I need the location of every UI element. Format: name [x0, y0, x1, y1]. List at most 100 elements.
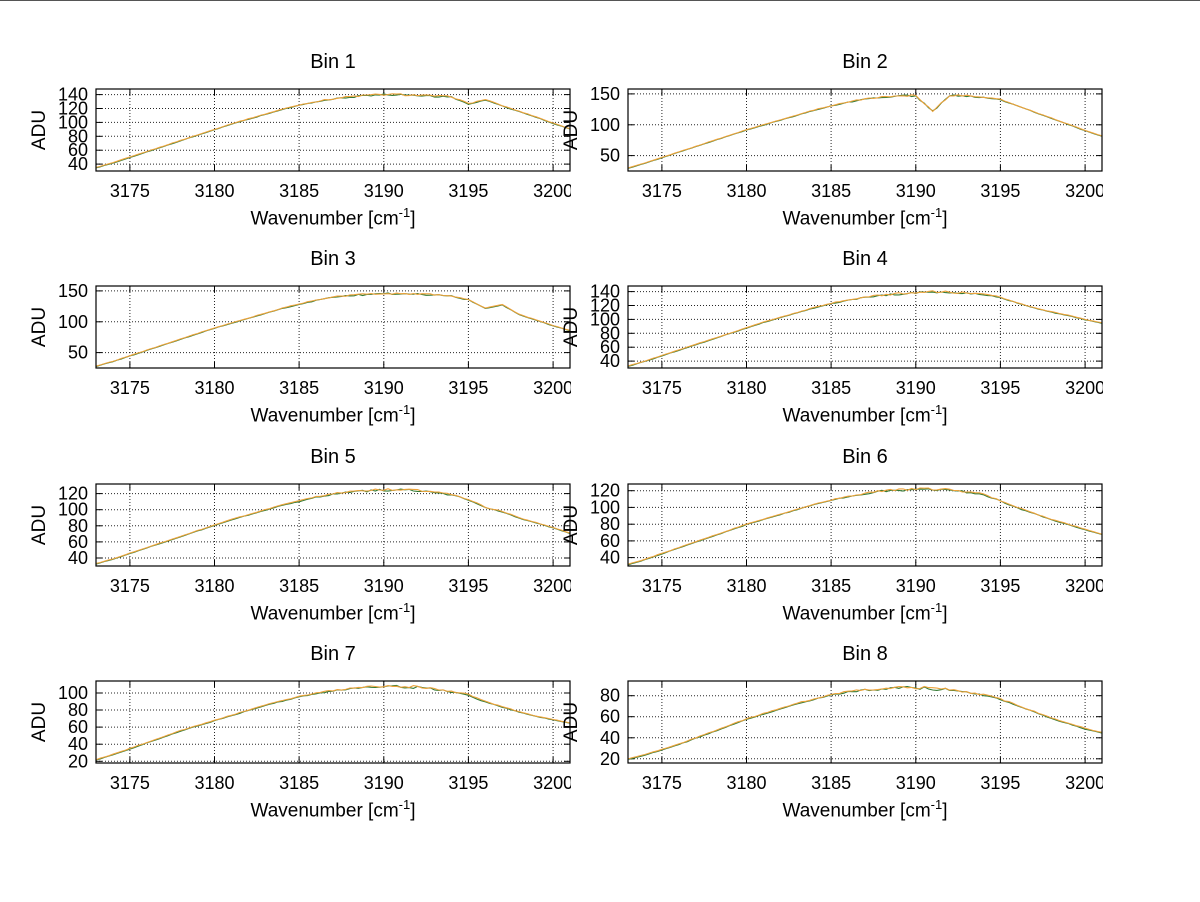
xlabel-text: Wavenumber [cm: [782, 405, 931, 427]
xlabel-suffix: ]: [942, 208, 948, 230]
svg-text:3195: 3195: [448, 773, 488, 793]
chart-title: Bin 4: [842, 248, 888, 270]
svg-text:3185: 3185: [279, 378, 319, 398]
svg-text:3180: 3180: [194, 181, 234, 201]
svg-text:3180: 3180: [194, 576, 234, 596]
svg-text:140: 140: [58, 85, 88, 105]
plot-canvas: 3175 3180 3185 3190 3195 3200 50 100 150: [590, 84, 1103, 201]
svg-text:100: 100: [590, 309, 620, 329]
svg-text:3190: 3190: [364, 773, 404, 793]
xlabel-suffix: ]: [942, 800, 948, 822]
xlabel-superscript: -1: [930, 402, 943, 417]
y-axis-label: ADU: [561, 109, 582, 151]
svg-text:100: 100: [58, 683, 88, 703]
svg-text:3175: 3175: [642, 773, 682, 793]
x-axis-label: Wavenumber [cm-1]: [96, 797, 570, 822]
svg-text:60: 60: [600, 337, 620, 357]
svg-text:3180: 3180: [726, 576, 766, 596]
y-axis-label: ADU: [561, 701, 582, 743]
xlabel-suffix: ]: [410, 208, 416, 230]
svg-text:3185: 3185: [279, 576, 319, 596]
svg-text:3190: 3190: [896, 576, 936, 596]
svg-text:3195: 3195: [980, 181, 1020, 201]
svg-text:3180: 3180: [194, 773, 234, 793]
xlabel-superscript: -1: [398, 600, 411, 615]
svg-text:40: 40: [68, 548, 88, 568]
chart-title: Bin 6: [842, 446, 888, 468]
svg-text:3180: 3180: [726, 181, 766, 201]
svg-text:60: 60: [68, 717, 88, 737]
chart-title: Bin 2: [842, 51, 888, 73]
svg-text:3195: 3195: [980, 576, 1020, 596]
plot-canvas: 3175 3180 3185 3190 3195 3200 50 100 150: [58, 281, 571, 398]
xlabel-suffix: ]: [942, 603, 948, 625]
svg-text:100: 100: [590, 115, 620, 135]
xlabel-text: Wavenumber [cm: [250, 405, 399, 427]
chart-title: Bin 7: [310, 643, 356, 665]
xlabel-text: Wavenumber [cm: [782, 800, 931, 822]
xlabel-superscript: -1: [930, 205, 943, 220]
svg-text:120: 120: [58, 99, 88, 119]
subplot-bin-2: 3175 3180 3185 3190 3195 3200 50 100 150 Bin 2 A…: [558, 29, 1103, 234]
xlabel-text: Wavenumber [cm: [250, 603, 399, 625]
xlabel-suffix: ]: [410, 405, 416, 427]
x-axis-label: Wavenumber [cm-1]: [628, 205, 1102, 230]
svg-text:80: 80: [600, 514, 620, 534]
svg-text:100: 100: [58, 112, 88, 132]
xlabel-text: Wavenumber [cm: [782, 603, 931, 625]
chart-title: Bin 3: [310, 248, 356, 270]
y-axis-label: ADU: [29, 306, 50, 348]
chart-title: Bin 5: [310, 446, 356, 468]
subplot-bin-6: 3175 3180 3185 3190 3195 3200 40 60 80 100 120 Bin…: [558, 424, 1103, 629]
svg-text:3200: 3200: [1065, 378, 1103, 398]
subplot-bin-7: 3175 3180 3185 3190 3195 3200 20 40 60 80 100 Bin …: [26, 621, 571, 826]
svg-text:60: 60: [600, 531, 620, 551]
xlabel-superscript: -1: [398, 797, 411, 812]
svg-text:3200: 3200: [533, 576, 571, 596]
svg-text:80: 80: [600, 686, 620, 706]
svg-text:3200: 3200: [1065, 576, 1103, 596]
svg-text:3185: 3185: [811, 378, 851, 398]
y-axis-label: ADU: [561, 306, 582, 348]
svg-text:3185: 3185: [279, 181, 319, 201]
svg-text:40: 40: [600, 548, 620, 568]
svg-text:120: 120: [590, 481, 620, 501]
svg-text:80: 80: [600, 323, 620, 343]
subplot-bin-1: 3175 3180 3185 3190 3195 3200 40 60 80 100 120 140 …: [26, 29, 571, 234]
svg-text:3195: 3195: [448, 576, 488, 596]
svg-text:40: 40: [68, 734, 88, 754]
svg-text:40: 40: [68, 154, 88, 174]
svg-text:3195: 3195: [448, 181, 488, 201]
svg-text:20: 20: [68, 751, 88, 771]
svg-text:3175: 3175: [110, 378, 150, 398]
svg-text:3185: 3185: [279, 773, 319, 793]
svg-text:120: 120: [58, 484, 88, 504]
svg-text:40: 40: [600, 351, 620, 371]
x-axis-label: Wavenumber [cm-1]: [628, 797, 1102, 822]
svg-text:3185: 3185: [811, 576, 851, 596]
subplot-bin-5: 3175 3180 3185 3190 3195 3200 40 60 80 100 120 Bin…: [26, 424, 571, 629]
svg-text:3175: 3175: [642, 378, 682, 398]
svg-text:3190: 3190: [364, 181, 404, 201]
svg-text:80: 80: [68, 126, 88, 146]
svg-text:100: 100: [590, 497, 620, 517]
svg-text:3175: 3175: [110, 181, 150, 201]
y-axis-label: ADU: [561, 504, 582, 546]
svg-text:80: 80: [68, 700, 88, 720]
svg-text:3180: 3180: [194, 378, 234, 398]
xlabel-text: Wavenumber [cm: [250, 800, 399, 822]
svg-text:3190: 3190: [896, 773, 936, 793]
svg-text:50: 50: [68, 343, 88, 363]
svg-text:60: 60: [68, 532, 88, 552]
svg-text:3190: 3190: [896, 378, 936, 398]
svg-text:3200: 3200: [1065, 181, 1103, 201]
xlabel-superscript: -1: [930, 797, 943, 812]
svg-text:3185: 3185: [811, 181, 851, 201]
xlabel-suffix: ]: [410, 603, 416, 625]
